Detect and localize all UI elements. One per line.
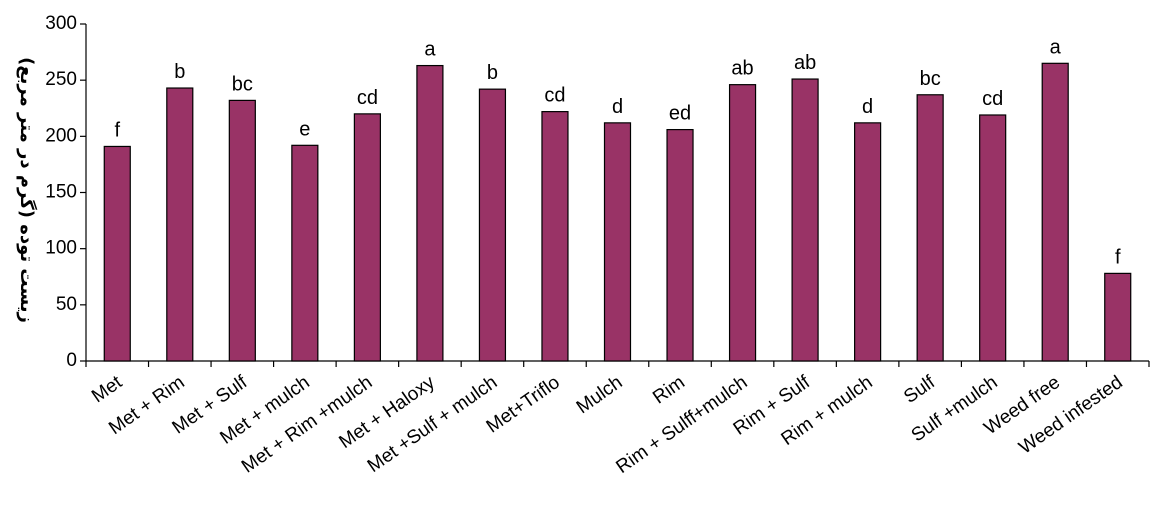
significance-letter: cd [544, 85, 565, 107]
bar [916, 94, 944, 362]
bar [228, 99, 256, 362]
significance-letter: ed [669, 103, 691, 125]
x-category-label: Sulf [900, 371, 939, 407]
y-axis-title-group: زیست توده (گرم در متر مربع) [16, 57, 38, 323]
bar [103, 145, 131, 362]
significance-letter: b [487, 62, 498, 84]
significance-letter: bc [232, 73, 253, 95]
y-tick-label: 0 [66, 350, 77, 371]
y-tick-label: 300 [45, 13, 77, 34]
bar [541, 111, 569, 362]
bar [353, 113, 381, 362]
significance-letter: cd [982, 88, 1003, 110]
y-tick-label: 150 [45, 182, 77, 203]
bar [478, 88, 507, 362]
y-tick-label: 50 [56, 294, 77, 315]
bar [854, 122, 882, 362]
significance-letter: d [612, 96, 623, 118]
bar [728, 84, 757, 362]
x-category-label: Mulch [573, 372, 627, 418]
significance-letter: d [862, 96, 873, 118]
significance-letter: e [299, 118, 310, 140]
bar [416, 64, 444, 362]
bar [603, 122, 632, 362]
bar [791, 78, 819, 362]
bar [1104, 272, 1132, 362]
y-tick-label: 200 [45, 125, 77, 146]
bar [291, 144, 319, 362]
significance-letter: cd [357, 87, 378, 109]
significance-letter: a [1050, 36, 1062, 58]
y-tick-label: 100 [45, 238, 77, 259]
bar [166, 87, 194, 362]
significance-letter: f [1115, 246, 1121, 268]
significance-letter: a [424, 39, 436, 61]
significance-letter: b [174, 61, 185, 83]
significance-letter: ab [794, 52, 816, 74]
significance-letter: f [114, 119, 120, 141]
significance-letter: bc [920, 68, 941, 90]
y-tick-label: 250 [45, 69, 77, 90]
bar [979, 114, 1007, 362]
bar [1041, 62, 1069, 362]
bar [666, 128, 694, 362]
significance-letter: ab [731, 58, 753, 80]
y-axis-title: زیست توده (گرم در متر مربع) [16, 57, 38, 323]
x-category-label: Met [88, 371, 127, 407]
x-category-label: Rim [649, 372, 689, 409]
